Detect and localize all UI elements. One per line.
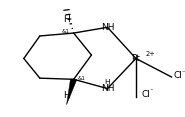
Polygon shape <box>67 79 77 105</box>
Text: &1: &1 <box>78 76 86 81</box>
Text: 2+: 2+ <box>146 51 155 57</box>
Text: &1: &1 <box>61 29 69 34</box>
Text: NH: NH <box>101 84 114 93</box>
Text: Cl: Cl <box>141 90 150 99</box>
Text: H: H <box>63 15 70 24</box>
Text: Pt: Pt <box>132 54 140 63</box>
Text: ⁻: ⁻ <box>181 70 185 76</box>
Text: ⁻: ⁻ <box>149 88 153 94</box>
Text: H: H <box>63 91 70 100</box>
Text: H: H <box>105 79 110 85</box>
Text: Cl: Cl <box>173 71 182 80</box>
Text: NH: NH <box>101 23 114 32</box>
